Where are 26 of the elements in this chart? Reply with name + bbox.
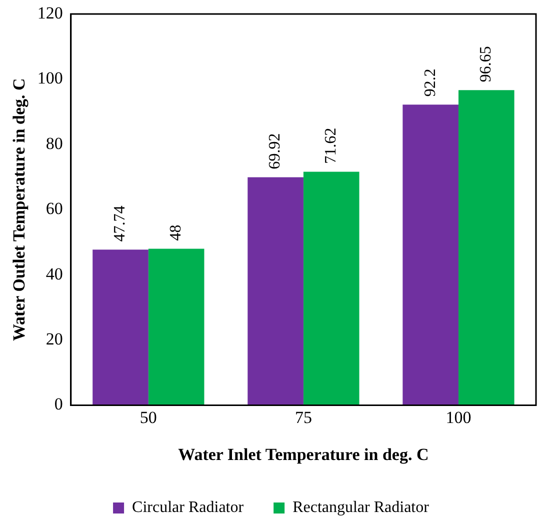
bar	[92, 250, 148, 406]
data-label: 92.2	[422, 68, 439, 97]
y-axis-title: Water Outlet Temperature in deg. C	[10, 78, 29, 342]
bar	[148, 248, 204, 406]
y-tick-label: 40	[46, 264, 63, 284]
data-label: 69.92	[266, 133, 284, 170]
bar	[402, 104, 458, 406]
y-tick-label: 20	[46, 329, 63, 348]
y-tick-label: 100	[37, 68, 63, 88]
bar	[248, 177, 304, 406]
bar	[458, 90, 514, 406]
y-tick-label: 120	[37, 3, 63, 22]
x-tick-label: 50	[140, 408, 157, 427]
legend-label: Rectangular Radiator	[292, 499, 430, 516]
x-axis-title: Water Inlet Temperature in deg. C	[178, 445, 429, 464]
data-label: 71.62	[322, 128, 340, 164]
data-label: 48	[168, 224, 185, 241]
y-tick-label: 80	[46, 134, 63, 153]
x-tick-label: 100	[446, 408, 472, 427]
y-tick-label: 60	[46, 199, 63, 218]
x-tick-label: 75	[294, 408, 312, 427]
bar	[303, 172, 360, 406]
data-label: 96.65	[478, 46, 495, 82]
data-label: 47.74	[112, 206, 129, 242]
y-tick-label: 0	[54, 394, 63, 414]
legend-label: Circular Radiator	[132, 499, 244, 516]
